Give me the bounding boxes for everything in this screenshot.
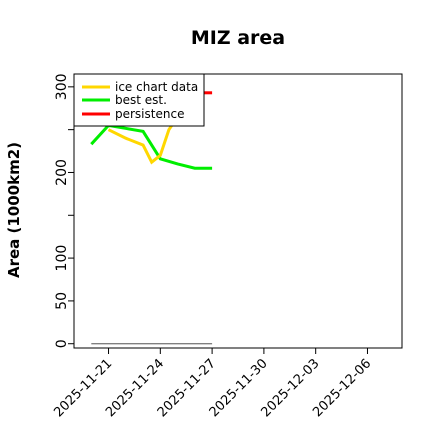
plot-frame: [73, 73, 403, 349]
y-tick-label-50: 50: [54, 292, 70, 310]
legend: ice chart data best est. persistence: [73, 73, 205, 127]
y-axis: 0 50 100 200 300: [54, 73, 74, 348]
y-tick-label-0: 0: [54, 339, 70, 348]
y-tick-label-200: 200: [54, 159, 70, 186]
chart-title: MIZ area: [191, 27, 285, 49]
x-axis: 2025-11-212025-11-242025-11-272025-11-30…: [51, 348, 374, 420]
legend-label-best-est: best est.: [115, 93, 167, 107]
y-axis-label: Area (1000km2): [5, 142, 23, 278]
y-tick-label-100: 100: [54, 245, 70, 272]
legend-label-ice-chart-data: ice chart data: [115, 80, 198, 94]
legend-label-persistence: persistence: [115, 107, 184, 121]
y-tick-label-300: 300: [54, 73, 70, 100]
